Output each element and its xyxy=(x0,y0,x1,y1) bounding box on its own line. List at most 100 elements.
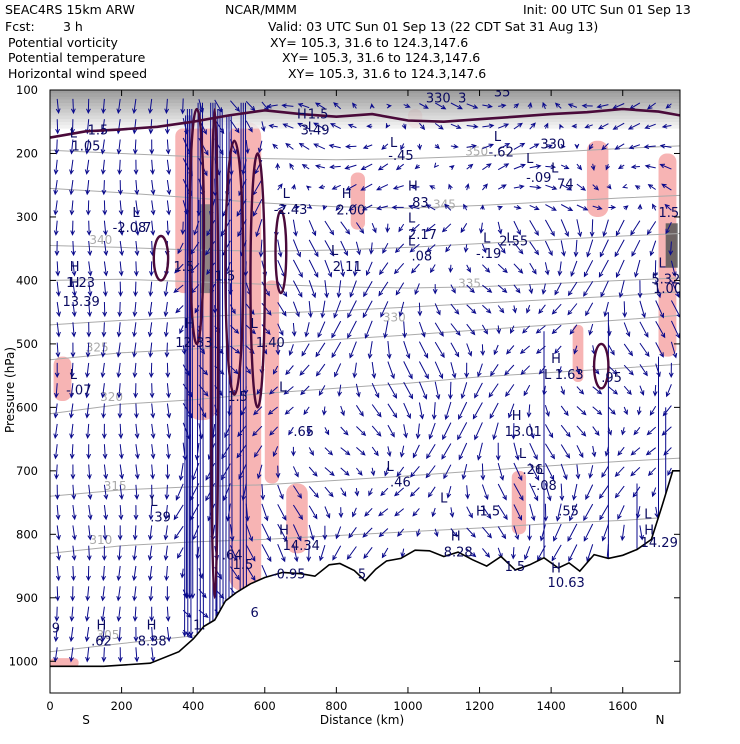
wind-vector xyxy=(576,445,584,459)
wind-vector xyxy=(148,281,154,297)
wind-vector xyxy=(511,547,516,560)
wind-vector xyxy=(380,487,389,497)
field-annotation: L xyxy=(150,495,158,510)
wind-vector xyxy=(622,301,628,318)
wind-vector xyxy=(643,144,656,150)
wind-vector xyxy=(165,220,171,236)
field-annotation: 1.63 xyxy=(555,368,584,383)
wind-vector xyxy=(163,301,169,318)
wind-vector xyxy=(418,341,429,359)
wind-vector xyxy=(333,102,342,110)
wind-vector xyxy=(513,220,521,236)
wind-vector xyxy=(378,508,389,517)
wind-vector xyxy=(117,301,123,318)
wind-vector xyxy=(583,281,594,297)
wind-vector xyxy=(308,447,314,457)
wind-vector xyxy=(639,342,650,358)
wind-vector xyxy=(314,164,326,169)
init-time: Init: 00 UTC Sun 01 Sep 13 xyxy=(523,2,691,17)
wind-vector xyxy=(627,122,641,130)
wind-vector xyxy=(403,361,413,380)
wind-vector xyxy=(381,143,389,150)
wind-vector xyxy=(352,507,357,518)
field-annotation: H xyxy=(297,108,307,123)
wind-vector xyxy=(670,260,677,278)
field-annotation: .62 xyxy=(91,634,112,649)
wind-vector xyxy=(132,139,138,155)
wind-vector xyxy=(87,281,93,297)
wind-vector xyxy=(384,467,389,477)
wind-vector xyxy=(383,320,389,339)
wind-vector xyxy=(585,302,594,317)
field-annotation: .64 xyxy=(222,549,243,564)
wind-vector xyxy=(116,139,122,155)
wind-vector xyxy=(387,361,395,380)
wind-vector xyxy=(87,301,92,318)
wind-vector xyxy=(615,219,625,237)
wind-vector xyxy=(498,103,507,109)
wind-vector xyxy=(535,325,546,334)
terrain-mask xyxy=(50,470,680,693)
wind-vector xyxy=(134,180,140,196)
field-annotation: 1.5 xyxy=(659,206,680,221)
wind-vector xyxy=(149,484,155,500)
field-annotation: H xyxy=(551,352,561,367)
wind-vector xyxy=(134,240,140,257)
wind-vector xyxy=(573,239,579,258)
wind-vector xyxy=(313,122,326,130)
wind-vector xyxy=(481,324,488,335)
wind-vector xyxy=(637,203,643,210)
wind-vector xyxy=(85,200,91,216)
wind-vector xyxy=(396,466,405,477)
wind-vector xyxy=(497,205,503,211)
wind-vector xyxy=(507,403,515,419)
pv-contour xyxy=(209,107,220,599)
wind-vector xyxy=(84,606,90,622)
x-tick-label: 1000 xyxy=(393,699,422,713)
wind-vector xyxy=(381,547,389,559)
wind-vector xyxy=(71,545,77,561)
wind-vector xyxy=(165,464,171,480)
wind-vector xyxy=(134,220,140,236)
wind-vector xyxy=(419,122,426,131)
wind-vector xyxy=(557,366,563,375)
wind-vector xyxy=(588,465,594,479)
wind-vector xyxy=(592,386,603,395)
wind-vector xyxy=(584,123,593,129)
wind-vector xyxy=(133,159,139,175)
wind-vector xyxy=(398,301,405,318)
wind-vector xyxy=(397,528,405,537)
field-annotation: 330 xyxy=(426,92,451,107)
wind-vector xyxy=(513,483,524,501)
field-annotation: L xyxy=(70,368,78,383)
wind-vector xyxy=(544,219,555,237)
wind-vector xyxy=(304,322,310,338)
wind-vector xyxy=(464,362,470,379)
wind-vector xyxy=(523,384,531,397)
wind-vector xyxy=(409,243,420,253)
wind-vector xyxy=(87,525,93,541)
wind-vector xyxy=(387,424,395,438)
wind-vector xyxy=(568,544,578,562)
wind-vector xyxy=(100,362,106,379)
wind-vector xyxy=(148,586,154,602)
wind-vector xyxy=(492,422,499,441)
wind-vector xyxy=(355,405,364,417)
wind-vector xyxy=(164,586,170,602)
wind-vector xyxy=(299,364,310,376)
wind-vector xyxy=(117,403,123,419)
wind-vector xyxy=(117,180,123,196)
wind-vector xyxy=(391,205,404,210)
wind-vector xyxy=(586,239,594,258)
wind-vector xyxy=(581,103,593,109)
wind-vector xyxy=(272,446,279,458)
wind-vector xyxy=(670,280,680,298)
wind-vector xyxy=(425,465,436,479)
wind-vector xyxy=(132,545,138,561)
wind-vector xyxy=(560,204,574,211)
wind-vector xyxy=(559,123,564,130)
field-xy-wind: XY= 105.3, 31.6 to 124.3,147.6 xyxy=(288,66,486,81)
wind-vector xyxy=(87,240,93,257)
field-annotation: .55 xyxy=(558,504,579,519)
wind-vector xyxy=(620,524,626,542)
